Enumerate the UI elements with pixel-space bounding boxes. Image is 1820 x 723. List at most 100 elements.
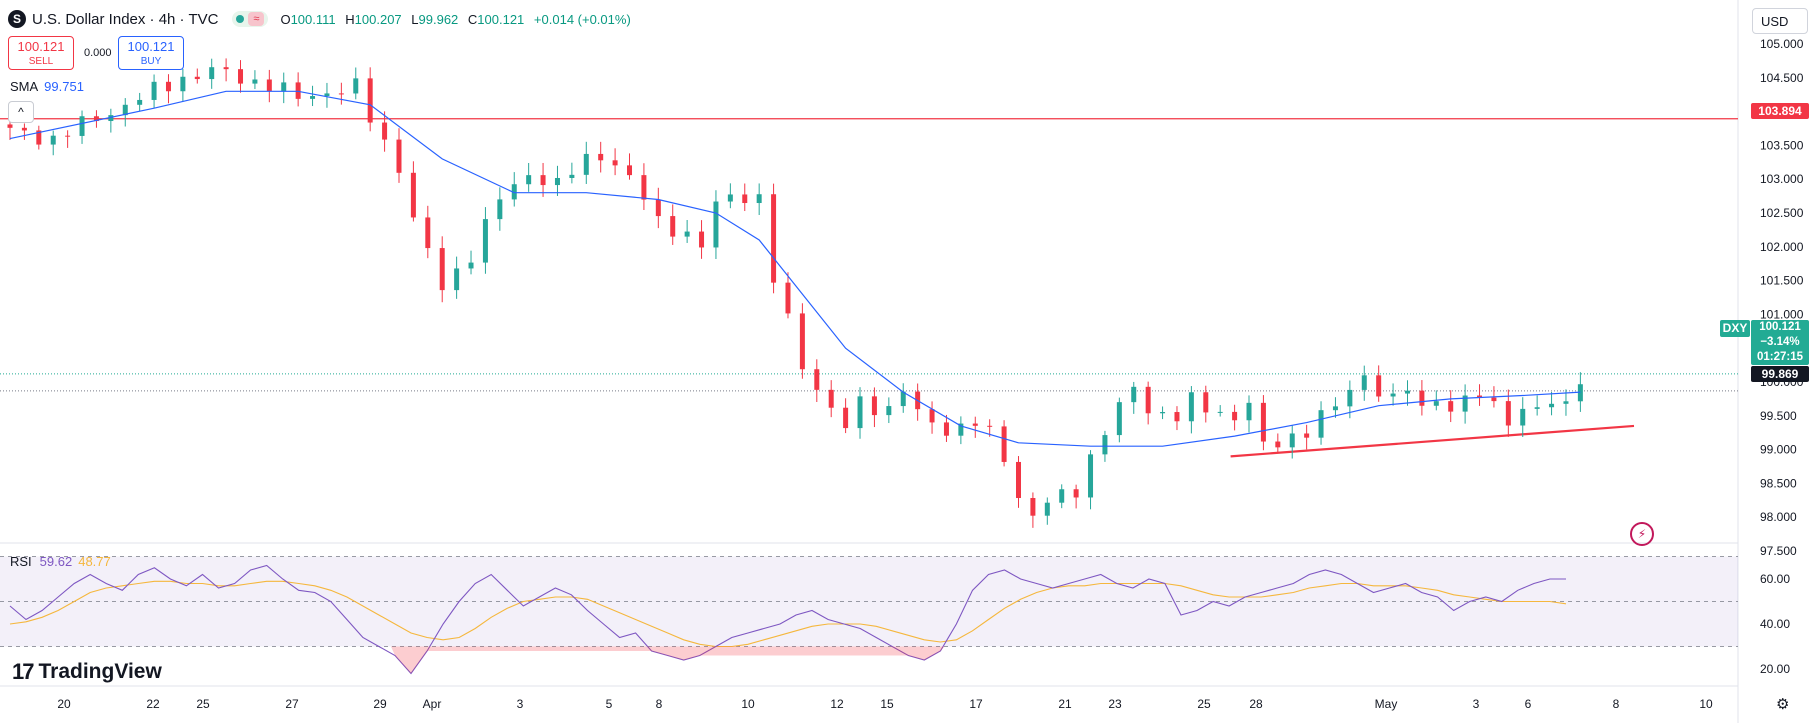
candle-body: [1289, 433, 1295, 448]
time-tick-label: 12: [830, 697, 844, 711]
sma-label: SMA: [10, 79, 39, 94]
candle-body: [497, 199, 503, 220]
symbol-logo-icon: S: [8, 10, 26, 28]
sell-button[interactable]: 100.121 SELL: [8, 36, 74, 70]
candle-body: [1188, 392, 1194, 422]
candle-body: [1246, 402, 1252, 421]
candle-body: [338, 93, 344, 95]
candle-body: [742, 194, 748, 204]
time-tick-label: 25: [196, 697, 210, 711]
collapse-legend-button[interactable]: ^: [8, 101, 34, 123]
candle-body: [540, 175, 546, 186]
price-tick-label: 98.000: [1760, 510, 1797, 524]
candle-body: [7, 124, 13, 128]
candle-body: [799, 313, 805, 370]
candle-body: [828, 389, 834, 408]
candle-body: [1001, 426, 1007, 462]
candle-body: [482, 219, 488, 263]
candle-body: [1088, 454, 1094, 498]
candle-body: [1390, 393, 1396, 397]
last-price: 100.121: [1759, 321, 1801, 333]
candle-body: [699, 231, 705, 248]
tv-logo-icon: 17: [12, 659, 35, 684]
candle-body: [151, 81, 157, 100]
candle-body: [1433, 401, 1439, 406]
rsi-value: 59.62: [39, 554, 73, 569]
candle-body: [238, 69, 244, 84]
candle-body: [310, 96, 316, 99]
candle-body: [439, 248, 445, 291]
price-tick-label: 99.500: [1760, 409, 1797, 423]
candle-body: [987, 425, 993, 427]
time-tick-label: 28: [1249, 697, 1263, 711]
candle-body: [627, 165, 633, 176]
candle-body: [1304, 433, 1310, 438]
candle-body: [1015, 461, 1021, 499]
candle-body: [65, 135, 71, 137]
lightning-icon[interactable]: ⚡: [1630, 522, 1654, 546]
symbol-title[interactable]: U.S. Dollar Index · 4h · TVC: [32, 10, 219, 28]
market-open-dot-icon: [236, 15, 245, 23]
candle-body: [468, 262, 474, 269]
candle-body: [1549, 403, 1555, 408]
time-tick-label: 8: [1613, 697, 1620, 711]
candle-body: [785, 282, 791, 314]
candle-body: [713, 201, 719, 248]
candle-body: [1318, 410, 1324, 438]
chevron-up-icon: ^: [18, 105, 24, 119]
candle-body: [108, 115, 114, 122]
candle-body: [1332, 406, 1338, 411]
candle-body: [180, 76, 186, 92]
candle-body: [684, 231, 690, 237]
candle-body: [382, 122, 388, 140]
time-tick-label: 15: [880, 697, 894, 711]
candle-body: [93, 116, 99, 122]
candle-body: [943, 422, 949, 436]
candle-body: [1477, 395, 1483, 398]
price-tick-label: 105.000: [1760, 37, 1804, 51]
candle-body: [670, 216, 676, 237]
candle-body: [843, 407, 849, 429]
candle-body: [958, 423, 964, 436]
sma-price-tag: 99.869: [1751, 366, 1809, 382]
price-tick-label: 97.500: [1760, 544, 1797, 558]
buy-label: BUY: [140, 56, 162, 67]
buy-button[interactable]: 100.121 BUY: [118, 36, 184, 70]
currency-selector[interactable]: USD: [1752, 8, 1808, 34]
candle-body: [814, 369, 820, 390]
last-change: −3.14%: [1760, 336, 1800, 348]
rsi-legend[interactable]: RSI 59.62 48.77: [10, 554, 111, 569]
candle-body: [410, 172, 416, 218]
candle-body: [1203, 392, 1209, 413]
candle-body: [21, 127, 27, 131]
time-tick-label: 17: [969, 697, 983, 711]
time-tick-label: May: [1375, 697, 1398, 711]
candle-body: [1232, 411, 1238, 421]
candle-body: [1577, 384, 1583, 402]
rsi-line: [9, 564, 1566, 675]
market-status-pill[interactable]: ≈: [232, 11, 269, 27]
candle-body: [1520, 408, 1526, 426]
time-tick-label: 20: [57, 697, 71, 711]
sma-legend[interactable]: SMA 99.751: [10, 79, 84, 94]
price-tick-label: 102.000: [1760, 240, 1804, 254]
candle-body: [1073, 489, 1079, 498]
candle-body: [266, 79, 272, 92]
tradingview-logo[interactable]: 17 TradingView: [12, 659, 162, 685]
candle-body: [1462, 395, 1468, 412]
time-tick-label: 29: [373, 697, 387, 711]
change-value: +0.014 (+0.01%): [533, 11, 631, 27]
candle-body: [929, 409, 935, 423]
high-value: 100.207: [354, 11, 402, 27]
candle-body: [612, 160, 618, 166]
candle-body: [79, 116, 85, 136]
level-price-tag: 103.894: [1751, 103, 1809, 119]
candle-body: [1419, 390, 1425, 406]
price-tick-label: 103.500: [1760, 138, 1804, 152]
candle-body: [137, 99, 143, 105]
wave-icon: ≈: [248, 12, 265, 26]
candle-body: [900, 391, 906, 407]
settings-gear-icon[interactable]: ⚙: [1776, 696, 1790, 713]
